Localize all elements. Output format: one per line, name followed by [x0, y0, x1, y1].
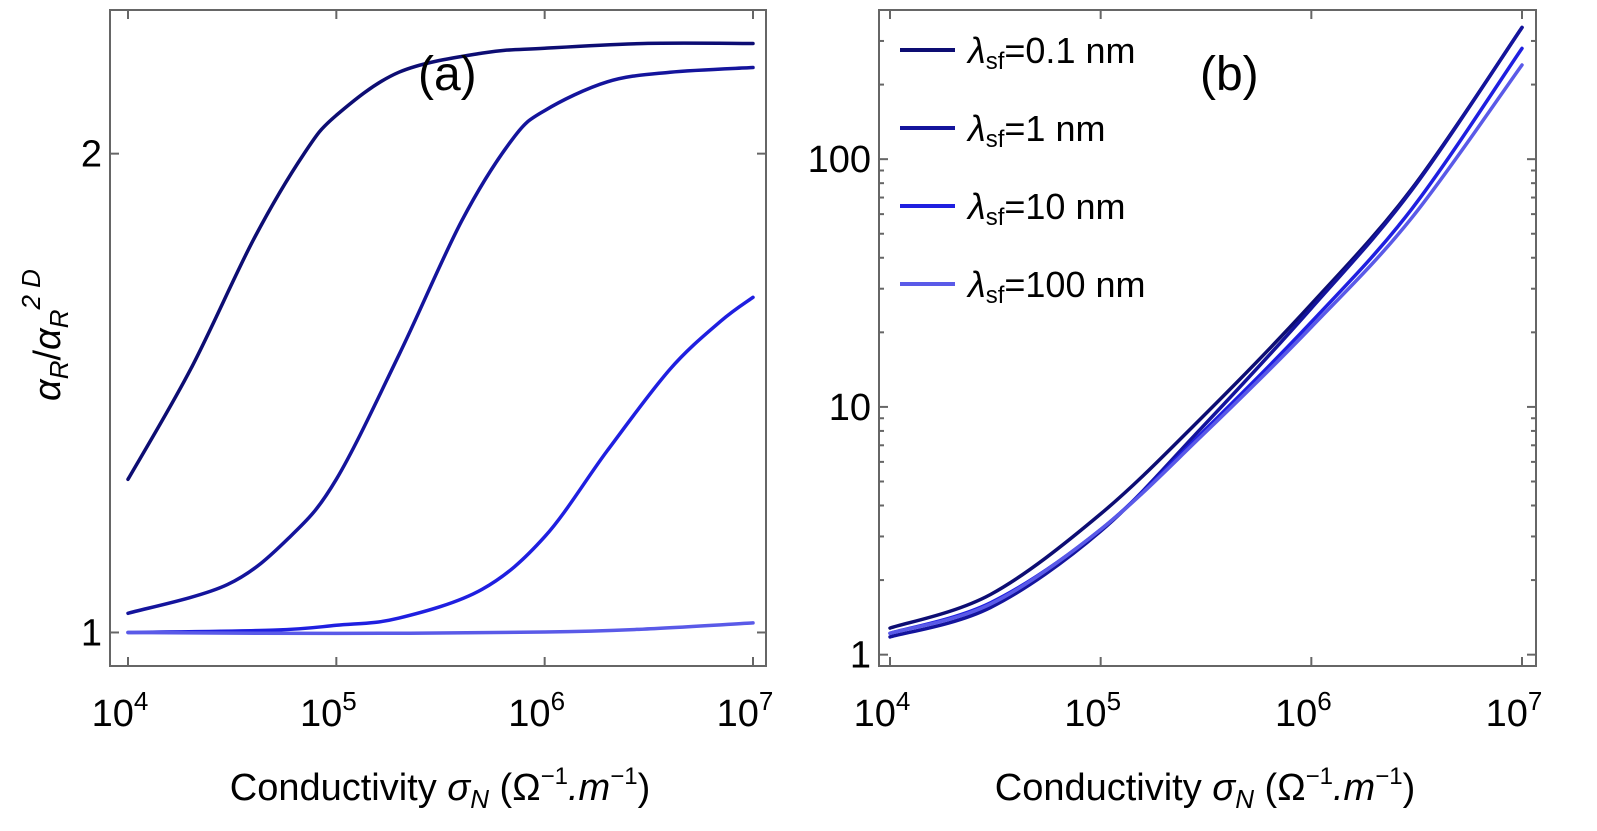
- ylabel-slash: /: [27, 350, 69, 361]
- panel-a-series-line-3: [126, 621, 755, 636]
- legend-label-2: λsf=10 nm: [966, 186, 1125, 231]
- ylabel-sub-1: R: [44, 361, 74, 380]
- panel-b: 104 105 106 107 1 10 100 (b) λsf=0.1 nm λsf=1 n…: [808, 9, 1543, 814]
- xlabel-mid: .m: [1333, 767, 1375, 809]
- xlabel-open: (Ω: [489, 767, 541, 809]
- ylabel-sub-2: R: [44, 310, 74, 329]
- x-tick-label: 104: [854, 686, 911, 735]
- panel-a-ticks: 104 105 106 107 1 2: [81, 10, 774, 735]
- xlabel-close: ): [1403, 767, 1416, 809]
- panel-a-series-line-1: [126, 65, 755, 616]
- legend-label-1: λsf=1 nm: [966, 108, 1105, 153]
- x-tick-label: 104: [92, 686, 149, 735]
- panel-b-legend: λsf=0.1 nm λsf=1 nm λsf=10 nm λsf=100 nm: [900, 30, 1146, 309]
- panel-b-ticks: 104 105 106 107 1 10 100: [808, 10, 1543, 735]
- x-tick-label: 107: [1486, 686, 1543, 735]
- panel-b-frame: [878, 9, 1537, 667]
- legend-label-0: λsf=0.1 nm: [966, 30, 1135, 75]
- panel-a-x-axis-title: Conductivity σN (Ω−1.m−1): [230, 763, 651, 814]
- xlabel-sup-1: −1: [541, 763, 568, 790]
- ylabel-alpha-2: α: [27, 327, 69, 350]
- xlabel-sub: N: [1235, 784, 1254, 814]
- panel-b-label: (b): [1200, 48, 1259, 101]
- panel-b-series-group: [888, 25, 1524, 639]
- legend-label-3: λsf=100 nm: [966, 264, 1146, 309]
- x-tick-label: 106: [508, 686, 565, 735]
- xlabel-sigma: σ: [447, 767, 472, 809]
- x-tick-label: 106: [1275, 686, 1332, 735]
- xlabel-sub: N: [470, 784, 489, 814]
- xlabel-open: (Ω: [1254, 767, 1306, 809]
- panel-b-x-axis-title: Conductivity σN (Ω−1.m−1): [995, 763, 1416, 814]
- xlabel-sigma: σ: [1212, 767, 1237, 809]
- panel-b-series-line-3: [888, 63, 1524, 636]
- y-tick-label: 100: [808, 139, 871, 181]
- y-tick-label: 1: [81, 612, 102, 654]
- panel-a-series-line-0: [126, 41, 755, 482]
- panel-a-frame: [109, 9, 767, 667]
- panel-a-series-line-2: [126, 295, 755, 635]
- xlabel-main: Conductivity: [995, 767, 1213, 809]
- xlabel-sup-2: −1: [1375, 763, 1402, 790]
- xlabel-close: ): [638, 767, 651, 809]
- panel-a-y-axis-title: αR/αR2 D: [16, 269, 74, 401]
- y-tick-label: 1: [850, 635, 871, 677]
- x-tick-label: 107: [717, 686, 774, 735]
- xlabel-sup-1: −1: [1306, 763, 1333, 790]
- y-tick-label: 2: [81, 134, 102, 176]
- x-tick-label: 105: [300, 686, 357, 735]
- xlabel-sup-2: −1: [610, 763, 637, 790]
- x-tick-label: 105: [1064, 686, 1121, 735]
- y-tick-label: 10: [829, 387, 871, 429]
- xlabel-mid: .m: [568, 767, 610, 809]
- panel-a-label: (a): [418, 48, 477, 101]
- xlabel-main: Conductivity: [230, 767, 448, 809]
- panel-a-series-group: [126, 41, 755, 636]
- panel-b-series-line-1: [888, 25, 1524, 639]
- ylabel-sup: 2 D: [16, 269, 46, 310]
- ylabel-alpha-1: α: [27, 378, 69, 401]
